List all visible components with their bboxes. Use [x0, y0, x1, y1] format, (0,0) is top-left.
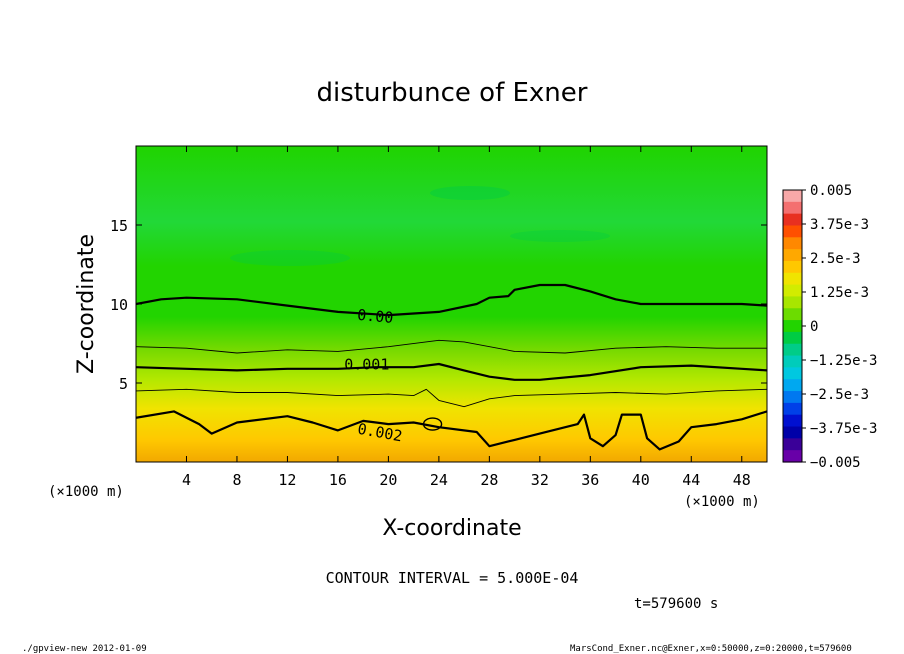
footer-left: ./gpview-new 2012-01-09: [22, 644, 147, 654]
footer-right: MarsCond_Exner.nc@Exner,x=0:50000,z=0:20…: [570, 644, 852, 654]
colorbar-label: 2.5e-3: [810, 251, 861, 267]
x-tick-label: 4: [182, 471, 191, 489]
y-axis-label: Z-coordinate: [74, 234, 99, 374]
colorbar-label: −2.5e-3: [810, 387, 869, 403]
colorbar-swatch: [783, 284, 802, 298]
contour-line-4: [136, 410, 767, 451]
colorbar-label: −0.005: [810, 455, 861, 471]
colorbar-swatch: [783, 391, 802, 404]
x-unit-right: (×1000 m): [684, 494, 760, 510]
y-axis: 5 10 15: [110, 217, 767, 393]
x-tick-label: 48: [733, 471, 751, 489]
colorbar-label: 0.005: [810, 183, 852, 199]
contour-interval-text: CONTOUR INTERVAL = 5.000E-04: [326, 569, 579, 587]
colorbar-label: 0: [810, 319, 818, 335]
colorbar-swatch: [783, 414, 802, 428]
colorbar-swatch: [783, 237, 802, 250]
x-tick-label: 28: [480, 471, 498, 489]
x-tick-label: 36: [581, 471, 599, 489]
colorbar: [783, 190, 802, 463]
field-patch: [230, 250, 350, 266]
colorbar-swatch: [783, 450, 802, 463]
colorbar-swatch: [783, 272, 802, 286]
contour-line-0: [136, 283, 767, 317]
x-tick-label: 24: [430, 471, 448, 489]
colorbar-swatch: [783, 320, 802, 333]
x-axis-label: X-coordinate: [382, 516, 521, 541]
x-tick-label: 16: [329, 471, 347, 489]
colorbar-swatch: [783, 308, 802, 321]
x-tick-label: 8: [232, 471, 241, 489]
colorbar-swatch: [783, 225, 802, 238]
x-tick-label: 40: [632, 471, 650, 489]
colorbar-swatch: [783, 249, 802, 262]
y-tick-label: 10: [110, 296, 128, 314]
colorbar-swatch: [783, 402, 802, 416]
contour-line-2: [136, 362, 767, 381]
colorbar-label: 3.75e-3: [810, 217, 869, 233]
contour-closed: [422, 417, 443, 431]
y-tick-label: 5: [119, 375, 128, 393]
x-tick-label: 20: [379, 471, 397, 489]
colorbar-swatch: [783, 355, 802, 368]
contour-line-3: [136, 388, 767, 408]
x-axis: 4 8 12 16 20 24 28 32 36 40 44 48: [182, 146, 751, 489]
time-text: t=579600 s: [634, 596, 718, 612]
contour-label: 0.001: [344, 356, 389, 374]
colorbar-swatch: [783, 213, 802, 227]
colorbar-swatch: [783, 438, 802, 451]
colorbar-label: 1.25e-3: [810, 285, 869, 301]
colorbar-swatch: [783, 296, 802, 309]
colorbar-swatch: [783, 331, 802, 345]
colorbar-swatch: [783, 260, 802, 274]
field-patch: [430, 186, 510, 200]
x-tick-label: 12: [278, 471, 296, 489]
colorbar-swatch: [783, 426, 802, 439]
field-patch: [510, 230, 610, 242]
colorbar-swatch: [783, 201, 802, 215]
x-unit-left: (×1000 m): [48, 484, 124, 500]
colorbar-labels: 0.005 3.75e-3 2.5e-3 1.25e-3 0 −1.25e-3 −2.5e-…: [802, 183, 877, 471]
x-tick-label: 32: [531, 471, 549, 489]
colorbar-swatch: [783, 379, 802, 392]
colorbar-swatch: [783, 190, 802, 203]
x-tick-label: 44: [682, 471, 700, 489]
contour-label: 0.00: [357, 306, 395, 327]
colorbar-label: −3.75e-3: [810, 421, 877, 437]
colorbar-label: −1.25e-3: [810, 353, 877, 369]
y-tick-label: 15: [110, 217, 128, 235]
contour-line-1: [136, 339, 767, 354]
colorbar-swatch: [783, 367, 802, 380]
chart-title: disturbunce of Exner: [317, 78, 588, 108]
colorbar-swatch: [783, 343, 802, 357]
